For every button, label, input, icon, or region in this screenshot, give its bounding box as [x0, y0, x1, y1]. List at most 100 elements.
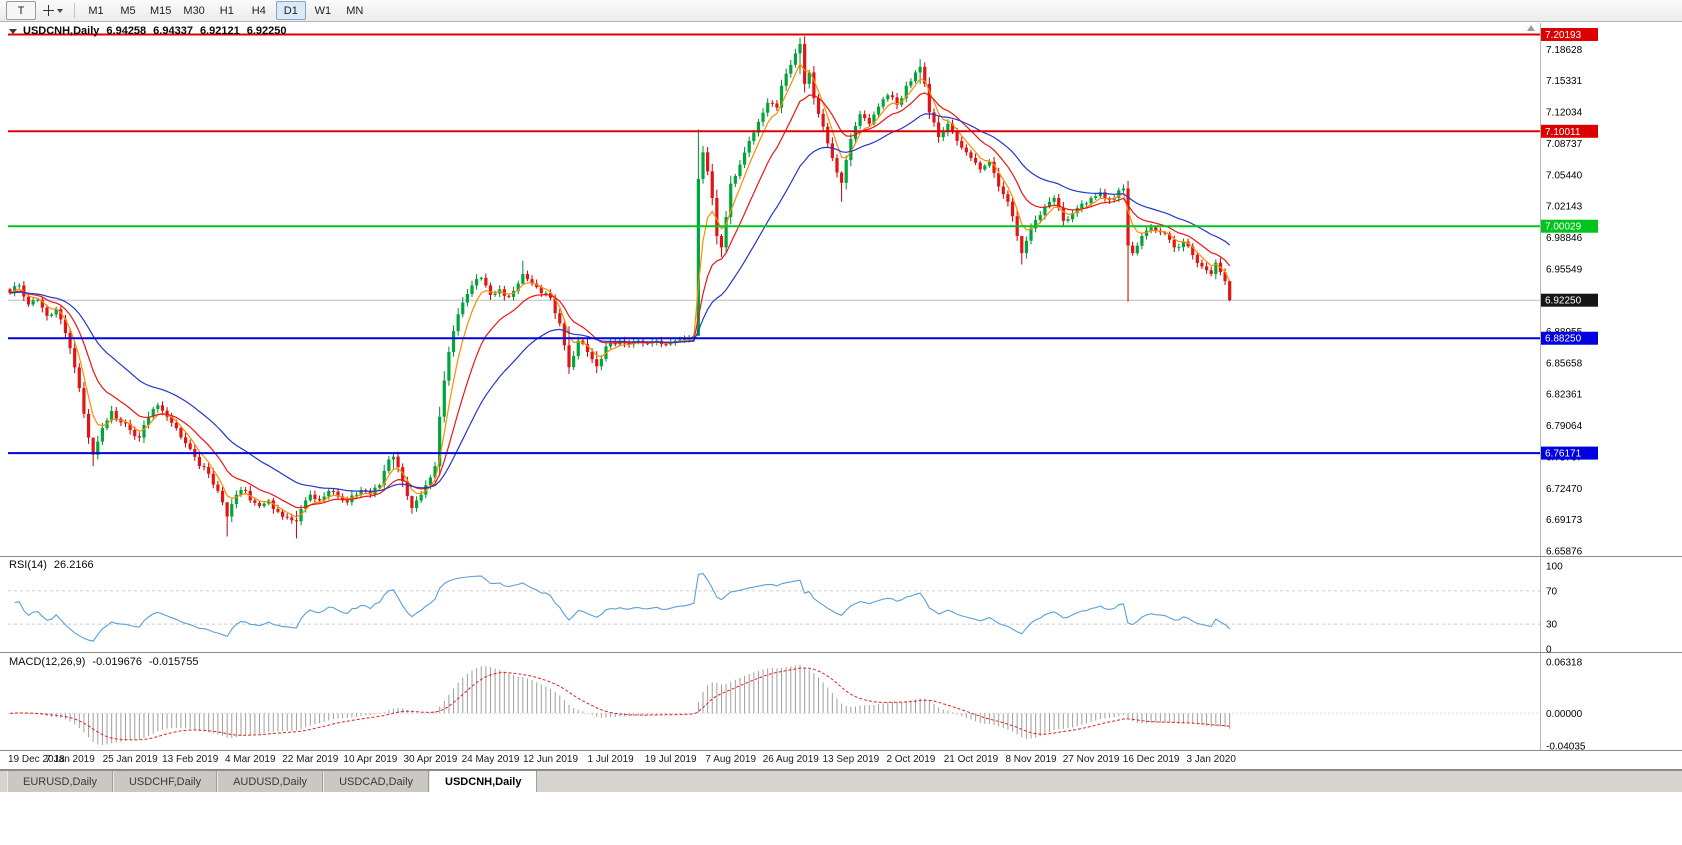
price-axis-badge: 7.00029 — [1541, 219, 1598, 233]
timeframe-button[interactable]: M15 — [150, 4, 172, 17]
template-tool-button[interactable]: T — [6, 1, 36, 20]
candles-layer — [8, 36, 1232, 539]
tab-usdcnh-daily[interactable]: USDCNH,Daily — [429, 771, 538, 792]
ohlc-open: 6.94258 — [106, 25, 147, 37]
timeframe-button[interactable]: M5 — [120, 4, 136, 17]
crosshair-tool-button[interactable] — [38, 1, 68, 20]
chart-title: USDCNH,Daily 6.94258 6.94337 6.92121 6.92250 — [9, 25, 286, 37]
svg-text:70: 70 — [1546, 586, 1558, 597]
ohlc-low: 6.92121 — [199, 25, 240, 37]
timeframe-button[interactable]: H4 — [251, 4, 266, 17]
chevron-down-icon — [57, 8, 63, 13]
svg-text:21 Oct 2019: 21 Oct 2019 — [944, 754, 999, 765]
svg-text:27 Nov 2019: 27 Nov 2019 — [1063, 754, 1120, 765]
ohlc-high: 6.94337 — [153, 25, 193, 37]
tab-audusd-daily[interactable]: AUDUSD,Daily — [217, 771, 324, 792]
price-axis-badge: 6.76171 — [1541, 446, 1598, 460]
svg-text:13 Sep 2019: 13 Sep 2019 — [822, 754, 879, 765]
svg-text:19 Dec 2018: 19 Dec 2018 — [8, 754, 65, 765]
crosshair-icon — [43, 5, 54, 16]
axis-scroll-top-icon[interactable] — [1527, 25, 1535, 31]
rsi-indicator-title: RSI(14) 26.2166 — [9, 559, 94, 571]
rsi-axis[interactable]: 100 70 30 0 — [1546, 562, 1563, 656]
price-axis[interactable]: 7.219257.186287.153317.120347.087377.054… — [1527, 14, 1598, 558]
moving-averages-layer — [9, 62, 1231, 518]
rsi-value: 26.2166 — [53, 559, 94, 571]
svg-text:30 Apr 2019: 30 Apr 2019 — [403, 754, 457, 765]
svg-text:7.12034: 7.12034 — [1546, 108, 1583, 119]
svg-text:6.88250: 6.88250 — [1545, 334, 1582, 345]
timeframe-button[interactable]: H1 — [219, 4, 234, 17]
ohlc-close: 6.92250 — [246, 25, 287, 37]
svg-text:6.82361: 6.82361 — [1546, 390, 1583, 401]
price-axis-badge: 6.92250 — [1541, 293, 1598, 307]
svg-text:-0.04035: -0.04035 — [1546, 742, 1586, 753]
svg-text:6.72470: 6.72470 — [1546, 484, 1583, 495]
macd-main-value: -0.019676 — [92, 656, 142, 668]
svg-text:6.69173: 6.69173 — [1546, 515, 1583, 526]
top-toolbar: T M1 M5 M15 M30 H1 H4 D1 W1 MN — [0, 0, 1682, 22]
svg-text:7 Jan 2019: 7 Jan 2019 — [45, 754, 95, 765]
timeframe-button[interactable]: W1 — [314, 4, 332, 17]
chart-symbol-period: USDCNH,Daily — [23, 25, 100, 37]
svg-text:7.02143: 7.02143 — [1546, 202, 1583, 213]
svg-text:0.06318: 0.06318 — [1546, 658, 1583, 669]
timeframe-button[interactable]: D1 — [275, 1, 306, 20]
symbol-tab-bar: EURUSD,Daily USDCHF,Daily AUDUSD,Daily U… — [0, 770, 1682, 792]
svg-text:4 Mar 2019: 4 Mar 2019 — [225, 754, 276, 765]
svg-text:6.98846: 6.98846 — [1546, 233, 1583, 244]
rsi-panel — [8, 572, 1540, 642]
svg-text:13 Feb 2019: 13 Feb 2019 — [162, 754, 219, 765]
macd-axis[interactable]: 0.06318 0.00000 -0.04035 — [1546, 658, 1586, 753]
svg-text:24 May 2019: 24 May 2019 — [462, 754, 520, 765]
svg-text:26 Aug 2019: 26 Aug 2019 — [763, 754, 820, 765]
svg-text:7.18628: 7.18628 — [1546, 45, 1583, 56]
tab-usdchf-daily[interactable]: USDCHF,Daily — [112, 771, 218, 792]
svg-text:25 Jan 2019: 25 Jan 2019 — [103, 754, 158, 765]
price-axis-badge: 7.10011 — [1541, 124, 1598, 138]
macd-indicator-title: MACD(12,26,9) -0.019676 -0.015755 — [9, 656, 199, 668]
tab-usdcad-daily[interactable]: USDCAD,Daily — [323, 771, 430, 792]
svg-text:8 Nov 2019: 8 Nov 2019 — [1005, 754, 1057, 765]
price-axis-badge: 7.20193 — [1541, 27, 1598, 41]
svg-text:19 Jul 2019: 19 Jul 2019 — [645, 754, 697, 765]
svg-text:22 Mar 2019: 22 Mar 2019 — [282, 754, 339, 765]
timeframe-button[interactable]: MN — [346, 4, 364, 17]
svg-text:6.65876: 6.65876 — [1546, 547, 1583, 558]
svg-text:6.92250: 6.92250 — [1545, 296, 1582, 307]
svg-text:6.85658: 6.85658 — [1546, 358, 1583, 369]
toolbar-separator — [74, 3, 75, 18]
timeframe-button[interactable]: M30 — [183, 4, 205, 17]
svg-text:30: 30 — [1546, 620, 1558, 631]
price-axis-badge: 6.88250 — [1541, 331, 1598, 345]
template-tool-label: T — [17, 4, 25, 17]
macd-panel — [8, 664, 1540, 745]
svg-text:0.00000: 0.00000 — [1546, 709, 1583, 720]
svg-text:6.76171: 6.76171 — [1545, 449, 1582, 460]
tab-eurusd-daily[interactable]: EURUSD,Daily — [7, 771, 113, 792]
macd-signal-value: -0.015755 — [148, 656, 199, 668]
svg-text:10 Apr 2019: 10 Apr 2019 — [343, 754, 397, 765]
svg-text:7.10011: 7.10011 — [1545, 127, 1581, 138]
svg-text:3 Jan 2020: 3 Jan 2020 — [1186, 754, 1236, 765]
svg-text:6.79064: 6.79064 — [1546, 421, 1583, 432]
macd-label: MACD(12,26,9) — [9, 656, 86, 668]
svg-text:2 Oct 2019: 2 Oct 2019 — [886, 754, 935, 765]
collapse-chart-icon[interactable] — [9, 29, 17, 34]
rsi-label: RSI(14) — [9, 559, 47, 571]
panel-frame — [0, 23, 1682, 770]
svg-text:16 Dec 2019: 16 Dec 2019 — [1123, 754, 1180, 765]
svg-text:7.08737: 7.08737 — [1546, 139, 1583, 150]
timeframe-button[interactable]: M1 — [88, 4, 104, 17]
svg-text:12 Jun 2019: 12 Jun 2019 — [523, 754, 578, 765]
svg-text:100: 100 — [1546, 562, 1563, 573]
svg-text:7.00029: 7.00029 — [1545, 222, 1582, 233]
horizontal-lines-layer[interactable] — [8, 33, 1540, 455]
svg-text:6.95549: 6.95549 — [1546, 264, 1583, 275]
svg-text:7.20193: 7.20193 — [1545, 30, 1582, 41]
svg-text:1 Jul 2019: 1 Jul 2019 — [588, 754, 635, 765]
svg-text:7.05440: 7.05440 — [1546, 170, 1583, 181]
svg-text:7 Aug 2019: 7 Aug 2019 — [705, 754, 756, 765]
